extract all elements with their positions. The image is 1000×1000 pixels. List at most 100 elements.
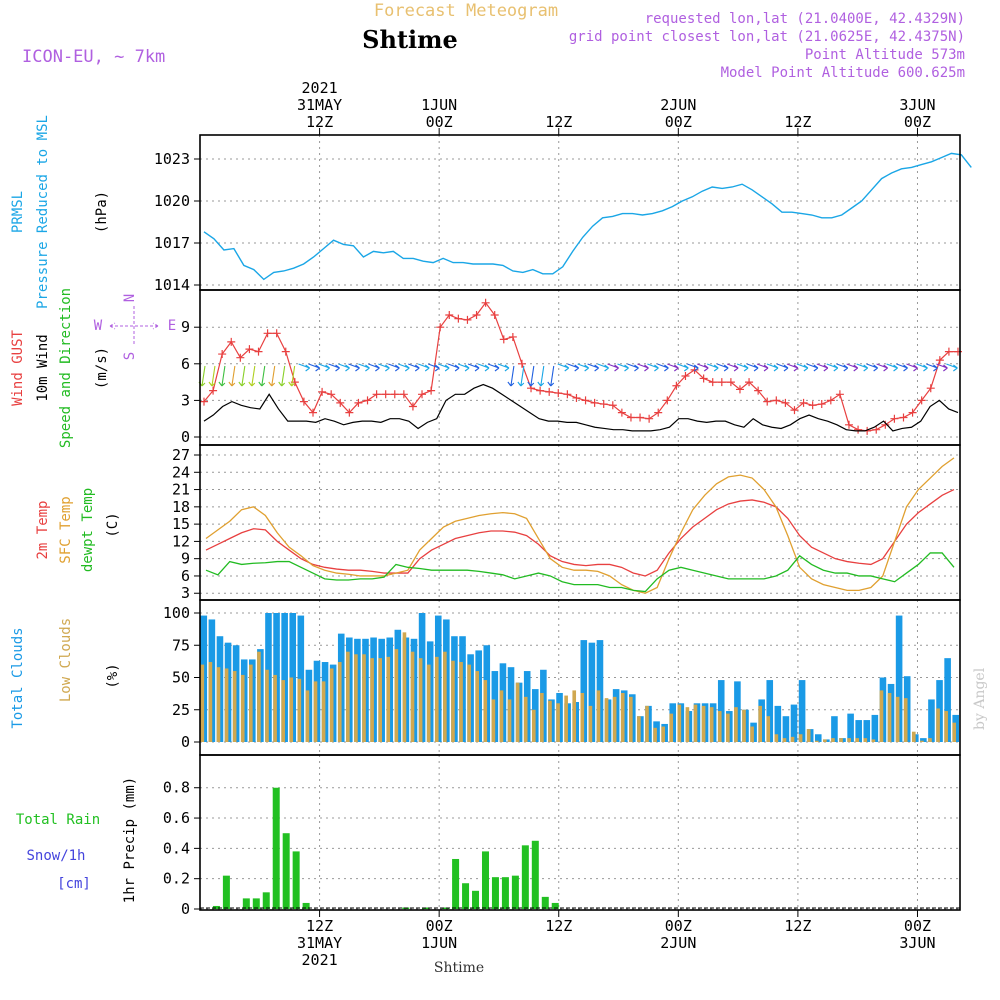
y-tick-label: 50: [172, 669, 190, 687]
low-clouds-bar: [257, 651, 261, 742]
low-clouds-bar: [289, 677, 294, 742]
x-tick-label-top: 3JUN: [899, 96, 935, 114]
wind-gust-point: [254, 347, 263, 356]
wind-direction-arrow: [736, 363, 749, 372]
temp-dewpt-label: dewpt Temp: [80, 488, 96, 572]
snow-unit-label: [cm]: [57, 876, 91, 892]
temp-dewpt-line: [205, 552, 955, 593]
low-clouds-bar: [475, 671, 480, 742]
wind-gust-point: [590, 398, 599, 407]
low-clouds-bar: [337, 662, 342, 742]
wind-gust-point: [200, 397, 208, 406]
rain-bar: [292, 851, 300, 909]
wind-gust-point: [490, 311, 499, 319]
low-clouds-bar: [798, 734, 803, 742]
wind-direction-arrow: [716, 363, 729, 372]
low-clouds-bar: [920, 740, 924, 742]
x-tick-label-bottom: 00Z: [426, 917, 453, 935]
rain-bar: [442, 907, 450, 909]
low-clouds-bar: [806, 729, 811, 742]
low-clouds-bar: [249, 664, 253, 742]
total-clouds-bar: [782, 716, 790, 742]
low-clouds-bar: [305, 690, 310, 742]
rain-bar: [282, 833, 290, 909]
low-clouds-bar: [871, 739, 876, 742]
low-clouds-bar: [297, 678, 302, 742]
wind-direction-arrow: [418, 363, 430, 372]
x-tick-label-top: 12Z: [306, 113, 333, 131]
wind-gust-point: [826, 396, 835, 405]
wind-label: 10m Wind: [35, 334, 51, 401]
low-clouds-bar: [370, 658, 374, 742]
wind-direction-arrow: [517, 365, 525, 387]
low-clouds-bar: [734, 707, 738, 742]
low-clouds-bar: [726, 713, 730, 742]
x-tick-label-top: 00Z: [665, 113, 692, 131]
low-clouds-label: Low Clouds: [58, 618, 74, 702]
y-tick-label: 6: [181, 567, 190, 585]
wind-gust-point: [636, 413, 645, 422]
wind-direction-arrow: [258, 365, 266, 387]
wind-gust-point: [808, 401, 817, 410]
wind-direction-arrow: [627, 363, 639, 372]
rain-bar: [491, 877, 499, 909]
low-clouds-bar: [645, 705, 649, 742]
low-clouds-bar: [750, 726, 754, 742]
wind-unit: (m/s): [94, 347, 110, 389]
low-clouds-bar: [669, 713, 674, 742]
wind-gust-point: [454, 314, 463, 323]
total-clouds-bar: [855, 720, 862, 742]
total-clouds-bar: [847, 713, 854, 742]
y-tick-label: 27: [172, 446, 190, 464]
low-clouds-bar: [564, 695, 568, 742]
low-clouds-bar: [273, 674, 277, 742]
wind-gust-point: [663, 396, 672, 405]
low-clouds-bar: [612, 696, 617, 742]
low-clouds-bar: [911, 731, 916, 742]
rain-bar: [242, 898, 250, 909]
wind-gust-point: [408, 402, 417, 411]
y-tick-label: 1017: [154, 234, 190, 252]
low-clouds-bar: [944, 711, 948, 742]
y-tick-label: 0.2: [163, 870, 190, 888]
wind-direction-arrow: [278, 365, 286, 387]
rain-bar: [222, 875, 230, 909]
low-clouds-bar: [928, 738, 932, 742]
wind-gust-point: [617, 408, 626, 417]
low-clouds-bar: [531, 709, 536, 742]
low-clouds-bar: [709, 707, 714, 742]
wind-gust-point: [626, 413, 635, 422]
wind-direction-arrow: [896, 363, 908, 372]
wind-direction-arrow: [437, 363, 450, 372]
temp-sfc-line: [205, 457, 955, 594]
wind-gust-point: [318, 387, 327, 396]
wind-gust-point: [581, 396, 590, 405]
wind-direction-arrow: [846, 363, 859, 372]
y-tick-label: 6: [181, 355, 190, 373]
wind-gust-point: [245, 345, 254, 354]
wind-direction-arrow: [677, 363, 689, 372]
low-clouds-bar: [814, 740, 819, 742]
wind-direction-arrow: [328, 363, 340, 372]
wind-gust-point: [554, 389, 563, 398]
wind-direction-arrow: [856, 363, 869, 372]
wind-gust-point: [327, 390, 336, 399]
temp-unit: (C): [105, 512, 121, 537]
low-clouds-bar: [952, 722, 957, 742]
wind-gust-point: [717, 378, 726, 387]
wind-gust-point: [872, 425, 881, 434]
y-tick-label: 25: [172, 701, 190, 719]
wind-direction-arrow: [906, 363, 918, 372]
pressure-label-long: Pressure Reduced to MSL: [35, 115, 51, 309]
low-clouds-bar: [354, 654, 358, 742]
rain-bar: [252, 898, 260, 909]
low-clouds-bar: [556, 703, 560, 742]
clouds-unit: (%): [105, 663, 121, 688]
y-tick-label: 24: [172, 463, 190, 481]
rain-bar: [462, 883, 470, 909]
wind-direction-arrow: [567, 363, 580, 372]
wind-gust-point: [817, 400, 826, 409]
x-tick-label-bottom: 31MAY: [297, 934, 342, 952]
total-clouds-label: Total Clouds: [10, 627, 26, 728]
x-tick-label-top: 31MAY: [297, 96, 342, 114]
